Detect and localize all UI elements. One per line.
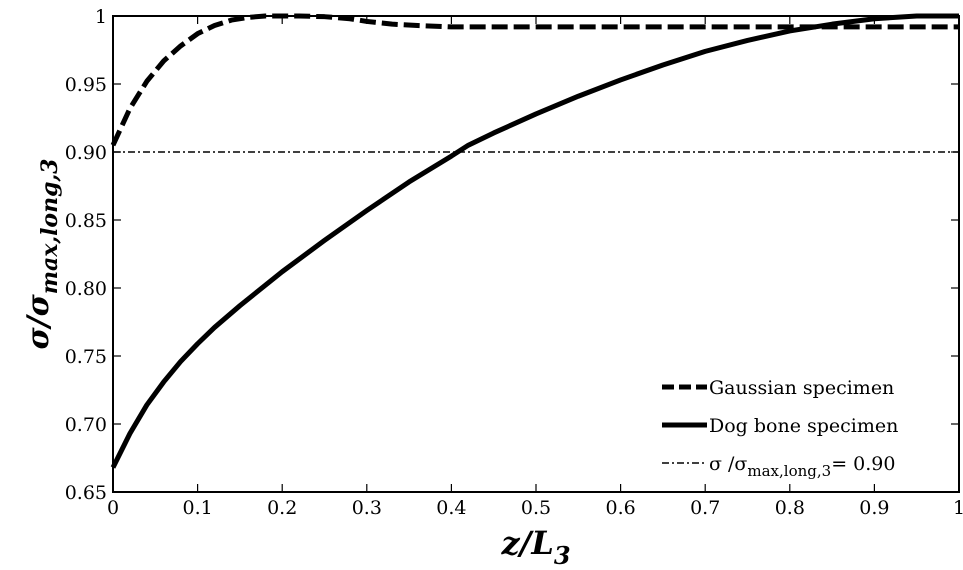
y-axis-title: σ/σmax,long,3 (21, 159, 63, 350)
x-tick-label: 0.8 (775, 497, 805, 519)
x-tick-label: 0.1 (182, 497, 212, 519)
y-tick-label: 0.90 (65, 142, 107, 164)
y-tick-label: 0.75 (65, 346, 107, 368)
x-tick-label: 0.2 (267, 497, 297, 519)
y-tick-label: 1 (95, 6, 107, 28)
x-tick-label: 0.4 (436, 497, 466, 519)
legend-label-dogbone: Dog bone specimen (709, 415, 898, 437)
y-axis-title-main: σ/σ (21, 293, 56, 349)
y-tick-label: 0.80 (65, 278, 107, 300)
x-tick-label: 0.3 (352, 497, 382, 519)
y-tick-label: 0.65 (65, 482, 107, 504)
legend-label-gaussian: Gaussian specimen (709, 377, 894, 399)
legend-label-threshold: σ /σmax,long,3= 0.90 (709, 453, 895, 480)
x-tick-label: 0.5 (521, 497, 551, 519)
y-axis-title-sub: max,long,3 (37, 159, 63, 295)
x-axis-title: z/L3 (500, 524, 570, 570)
x-tick-label: 0.7 (690, 497, 720, 519)
y-tick-label: 0.70 (65, 414, 107, 436)
x-tick-label: 0 (107, 497, 119, 519)
x-axis-title-sub: 3 (554, 541, 571, 570)
y-tick-label: 0.85 (65, 210, 107, 232)
tick-label-group: 0 0.1 0.2 0.3 0.4 0.5 0.6 0.7 0.8 0.9 1 0.65 0.70 0.7… (65, 6, 963, 519)
x-tick-label: 1 (953, 497, 963, 519)
legend-threshold-suffix: = 0.90 (831, 453, 895, 475)
legend: Gaussian specimen Dog bone specimen σ /σ… (662, 377, 898, 480)
legend-threshold-main: σ /σ (709, 453, 747, 475)
x-axis-title-main: z/L (500, 524, 553, 562)
legend-threshold-sub: max,long,3 (747, 462, 831, 480)
series-dogbone-line (110, 13, 959, 469)
x-tick-label: 0.9 (859, 497, 889, 519)
y-tick-label: 0.95 (65, 74, 107, 96)
x-tick-label: 0.6 (605, 497, 635, 519)
plot-frame (112, 15, 960, 493)
